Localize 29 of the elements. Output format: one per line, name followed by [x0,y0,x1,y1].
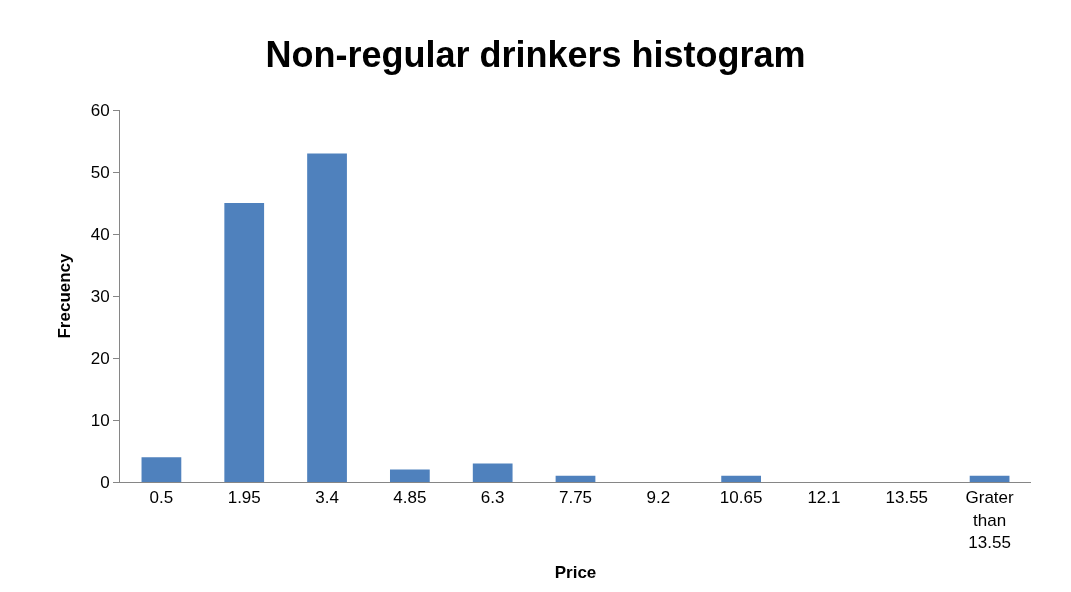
y-axis-title: Frecuency [55,252,75,339]
y-tick-label: 50 [90,162,110,182]
bar [721,475,762,482]
x-tick-label: 1.95 [227,488,261,508]
x-tick-label: 12.1 [807,488,841,508]
x-axis-title: Price [554,563,597,582]
y-tick-label: 60 [90,100,110,120]
x-tick-label: 6.3 [480,488,505,508]
bar [307,153,347,482]
x-tick-label: 0.5 [149,488,174,508]
bar [969,475,1010,482]
bar [141,457,182,482]
bar [472,463,513,482]
x-tick-label: 7.75 [558,488,593,508]
x-tick-label: 13.55 [885,488,929,508]
chart-title: Non-regular drinkers histogram [265,33,806,75]
x-tick-label: 3.4 [315,488,339,508]
y-tick-label: 10 [90,410,110,430]
y-tick-label: 20 [90,348,110,368]
y-tick-label: 30 [90,286,110,306]
bar [555,475,596,482]
y-tick-label: 40 [90,224,110,244]
bar [389,469,430,482]
x-tick-label: 9.2 [646,488,671,508]
y-tick-label: 0 [100,472,110,492]
x-tick-label: Grater than 13.55 [965,488,1015,552]
bar [224,203,265,482]
x-tick-label: 10.65 [719,488,763,508]
x-tick-label: 4.85 [393,488,427,508]
